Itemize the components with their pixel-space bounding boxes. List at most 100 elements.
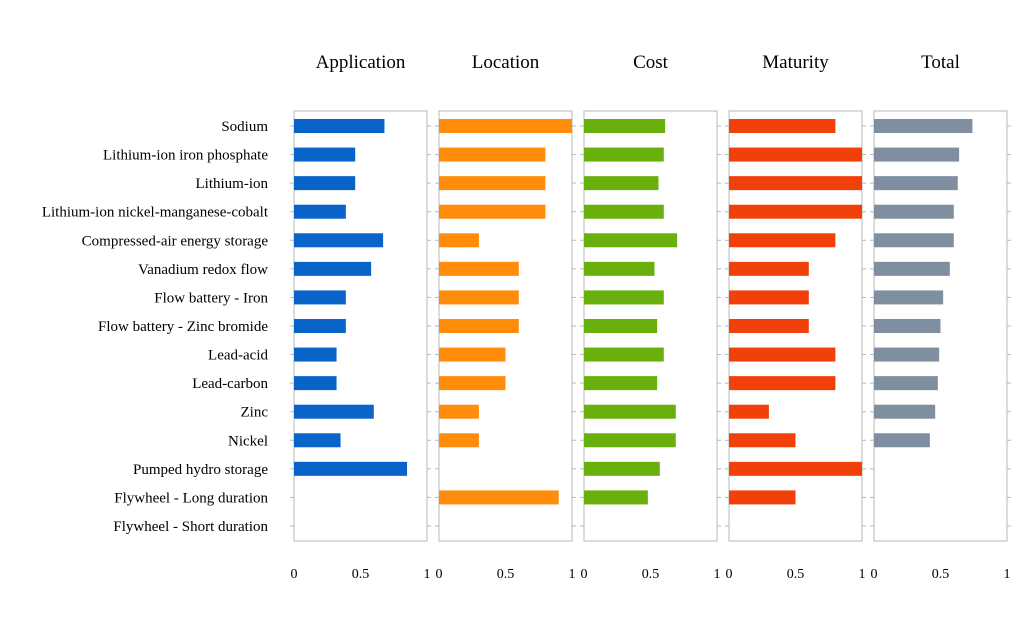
bar [874, 147, 960, 162]
bar [439, 204, 546, 219]
bar [729, 233, 836, 248]
bar [584, 404, 676, 419]
bar [729, 404, 769, 419]
bar [729, 261, 809, 276]
bar [294, 147, 356, 162]
x-tick-label: 1 [424, 567, 431, 582]
x-tick-label: 1 [569, 567, 576, 582]
bar [584, 433, 676, 448]
bar [729, 490, 796, 505]
x-tick-label: 0.5 [932, 567, 950, 582]
bar [584, 461, 660, 476]
bar [294, 204, 346, 219]
category-label: Lithium-ion nickel-manganese-cobalt [42, 205, 269, 221]
category-label: Lithium-ion [196, 176, 269, 192]
bar [439, 119, 572, 133]
category-label: Zinc [241, 405, 269, 421]
bar [439, 318, 519, 333]
bar [439, 347, 506, 362]
bar [729, 318, 809, 333]
x-tick-label: 0.5 [642, 567, 660, 582]
bar [584, 261, 655, 276]
bar [874, 433, 930, 448]
bar [729, 204, 862, 219]
bar [439, 176, 546, 191]
bar [439, 233, 479, 248]
category-label: Flywheel - Short duration [113, 519, 268, 535]
bar [874, 176, 958, 191]
bar [294, 376, 337, 391]
category-label: Lithium-ion iron phosphate [103, 148, 268, 164]
bar [584, 204, 664, 219]
bar [294, 404, 374, 419]
bar [729, 433, 796, 448]
category-label: Sodium [221, 119, 268, 135]
bar [729, 119, 836, 133]
category-label: Lead-carbon [192, 376, 268, 392]
bar [584, 176, 659, 191]
bar [729, 176, 862, 191]
bar [874, 404, 936, 419]
bar [294, 433, 341, 448]
bar [294, 318, 346, 333]
bar [874, 376, 938, 391]
category-label: Nickel [228, 433, 268, 449]
bar [294, 261, 372, 276]
bar [729, 347, 836, 362]
bar [584, 147, 664, 162]
bar [439, 147, 546, 162]
x-tick-label: 0 [871, 567, 878, 582]
x-tick-label: 0.5 [497, 567, 515, 582]
bar [439, 261, 519, 276]
category-label: Flow battery - Zinc bromide [98, 319, 268, 335]
x-tick-label: 0.5 [787, 567, 805, 582]
bar [874, 318, 941, 333]
category-label: Flywheel - Long duration [114, 490, 268, 506]
bar [439, 290, 519, 305]
panel-title: Location [472, 52, 540, 73]
bar [584, 290, 664, 305]
bar [874, 261, 950, 276]
bar [874, 204, 954, 219]
panel-title: Maturity [762, 52, 829, 73]
x-tick-label: 0 [581, 567, 588, 582]
bar [729, 376, 836, 391]
panel-title: Application [316, 52, 406, 73]
bar [729, 147, 862, 162]
panel-title: Total [921, 52, 960, 73]
category-label: Lead-acid [208, 348, 268, 364]
bar [584, 119, 666, 133]
bar [729, 290, 809, 305]
panel-title: Cost [633, 52, 669, 73]
bar [584, 233, 678, 248]
bar [874, 233, 954, 248]
category-label: Flow battery - Iron [154, 290, 268, 306]
x-tick-label: 0 [436, 567, 443, 582]
bar [874, 290, 944, 305]
category-label: Vanadium redox flow [138, 262, 268, 278]
bar [584, 318, 658, 333]
x-tick-label: 1 [714, 567, 721, 582]
bar [729, 461, 862, 476]
bar [584, 376, 658, 391]
bar [439, 490, 559, 505]
x-tick-label: 0 [726, 567, 733, 582]
bar [874, 347, 940, 362]
x-tick-label: 1 [1004, 567, 1011, 582]
x-tick-label: 0.5 [352, 567, 370, 582]
bar [584, 490, 648, 505]
bar [294, 176, 356, 191]
category-label: Pumped hydro storage [133, 462, 268, 478]
bar [584, 347, 664, 362]
bar [439, 404, 479, 419]
category-label: Compressed-air energy storage [82, 233, 269, 249]
bar [294, 461, 408, 476]
bar [874, 119, 973, 133]
bar [439, 376, 506, 391]
x-tick-label: 0 [291, 567, 298, 582]
bar [294, 233, 384, 248]
x-tick-label: 1 [859, 567, 866, 582]
bar [294, 119, 385, 133]
